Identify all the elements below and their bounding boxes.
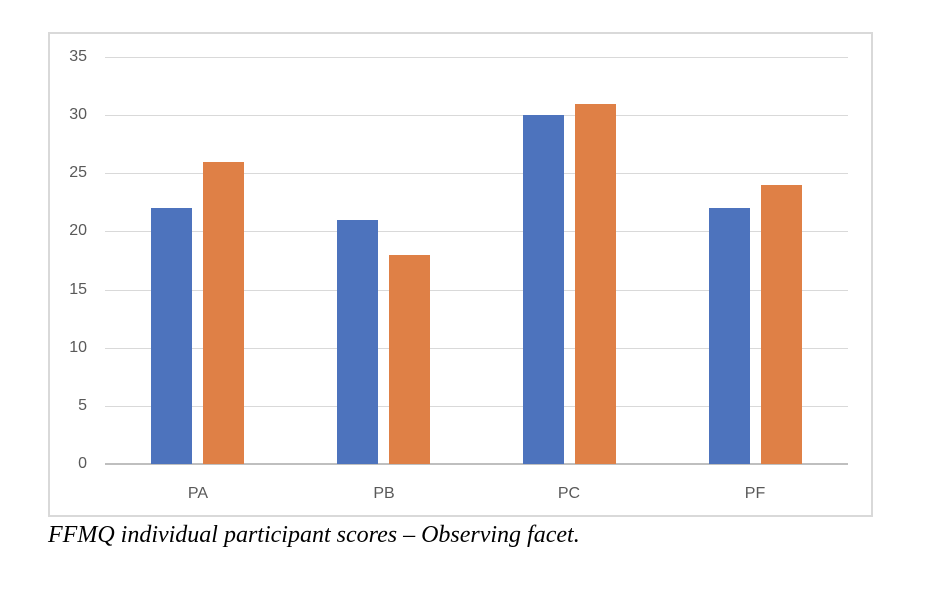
plot-area: 0 5 10 15 20 25 30 35 PA PB PC PF <box>50 34 871 515</box>
gridline <box>105 115 848 116</box>
bar-PF-blue <box>709 208 750 464</box>
bar-PC-orange <box>575 104 616 464</box>
x-axis-line <box>105 463 848 465</box>
figure-caption: FFMQ individual participant scores – Obs… <box>48 522 580 548</box>
y-axis-tick-label: 5 <box>78 397 87 414</box>
x-axis-category-label: PC <box>557 485 581 502</box>
gridline <box>105 348 848 349</box>
y-axis-tick-label: 25 <box>69 164 87 181</box>
x-axis-category-label: PA <box>187 485 209 502</box>
bar-PB-blue <box>337 220 378 464</box>
x-axis-category-label: PB <box>373 485 395 502</box>
bar-PA-blue <box>151 208 192 464</box>
y-axis-tick-label: 15 <box>69 281 87 298</box>
bar-PA-orange <box>203 162 244 464</box>
y-axis-tick-label: 0 <box>78 455 87 472</box>
bar-chart: 0 5 10 15 20 25 30 35 PA PB PC PF <box>48 32 873 517</box>
gridline <box>105 173 848 174</box>
gridline <box>105 231 848 232</box>
x-axis-category-label: PF <box>744 485 766 502</box>
gridline <box>105 57 848 58</box>
y-axis-tick-label: 10 <box>69 339 87 356</box>
y-axis-tick-label: 30 <box>69 106 87 123</box>
bar-PB-orange <box>389 255 430 464</box>
gridline <box>105 290 848 291</box>
y-axis-tick-label: 35 <box>69 48 87 65</box>
bar-PC-blue <box>523 115 564 464</box>
bar-PF-orange <box>761 185 802 464</box>
gridline <box>105 406 848 407</box>
y-axis-tick-label: 20 <box>69 222 87 239</box>
